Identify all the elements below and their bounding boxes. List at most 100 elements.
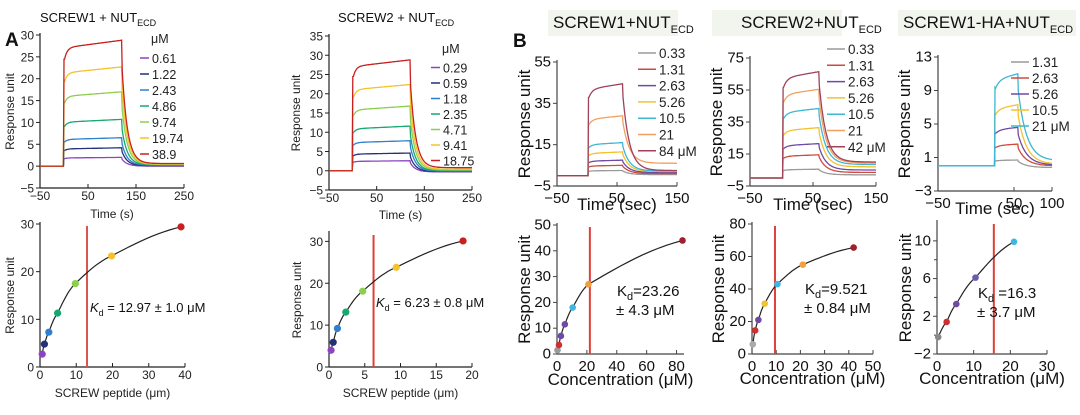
title-background <box>548 10 678 36</box>
y-axis-label: Response unit <box>515 69 534 178</box>
x-tick-label: 60 <box>638 358 655 375</box>
y-axis-label: Response unit <box>3 256 17 333</box>
legend-label: 10.5 <box>659 111 685 126</box>
legend-title: μM <box>151 32 169 46</box>
kd-uncertainty: ± 0.84 μM <box>804 300 871 317</box>
y-tick-label: 15 <box>310 107 324 121</box>
chart-title: SCREW2+NUTECD <box>741 13 882 36</box>
y-tick-label: 5 <box>27 138 34 152</box>
kd-subscript: d <box>988 293 994 305</box>
legend-label: 1.31 <box>1032 55 1058 70</box>
data-point <box>359 287 367 295</box>
x-tick-label: 20 <box>1002 358 1019 375</box>
y-tick-label: 25 <box>21 50 35 64</box>
x-tick-label: 50 <box>1006 195 1023 212</box>
chart-a-binding-2: 0 10 20 30 0 5 10 15 20 Response unit SCREW peptid… <box>290 231 484 400</box>
y-tick-label: 20 <box>534 294 551 311</box>
data-point <box>943 318 950 326</box>
y-tick-label: 5 <box>316 145 323 159</box>
kd-symbol: K <box>376 295 386 310</box>
legend-title: μM <box>442 42 460 56</box>
chart-b-sensorgram-2: −5 15 35 55 75 −50 50 150 Response unit Time (sec… <box>707 10 889 214</box>
data-point <box>392 263 400 271</box>
chart-b-binding-1: 0 10 20 30 40 50 0 20 40 60 80 Response unit Concent… <box>515 217 693 390</box>
y-tick-label: 10 <box>310 126 324 140</box>
legend-label: 1.18 <box>443 93 467 107</box>
legend-label: 2.63 <box>848 75 874 90</box>
data-point <box>751 327 759 334</box>
data-point <box>107 252 116 260</box>
y-tick-label: 6 <box>923 270 931 287</box>
x-tick-label: 20 <box>792 358 809 375</box>
y-tick-label: −5 <box>534 178 551 195</box>
y-tick-label: 15 <box>21 94 35 108</box>
y-tick-label: 40 <box>729 281 746 298</box>
x-axis-label: Concentration (μM) <box>919 369 1065 388</box>
y-tick-label: 35 <box>727 114 744 131</box>
legend-label: 21 <box>659 128 674 143</box>
x-tick-label: 250 <box>174 189 194 203</box>
data-point <box>774 280 781 288</box>
x-tick-label: 0 <box>37 368 44 382</box>
kd-symbol: K <box>617 283 627 300</box>
y-tick-label: 30 <box>21 218 35 232</box>
y-tick-label: 0 <box>27 361 34 375</box>
x-tick-label: 10 <box>768 358 785 375</box>
legend-label: 0.33 <box>659 46 685 61</box>
kd-value: = 12.97 ± 1.0 μM <box>104 300 206 315</box>
chart-title: SCREW1 + NUTECD <box>40 10 157 28</box>
kd-uncertainty: ± 4.3 μM <box>616 302 675 319</box>
kd-annotation: Kd = 12.97 ± 1.0 μM <box>90 300 205 318</box>
legend-label: 2.35 <box>443 108 467 122</box>
series-line <box>750 70 876 179</box>
y-tick-label: 5 <box>924 116 932 133</box>
x-tick-label: 50 <box>805 190 822 207</box>
series-line <box>40 39 184 167</box>
chart-title: SCREW1+NUTECD <box>553 13 694 36</box>
title-background <box>712 10 842 36</box>
chart-b-sensorgram-1: −5 15 35 55 −50 50 150 Response unit Time (sec) S… <box>515 10 697 214</box>
y-tick-label: 10 <box>21 116 35 130</box>
x-tick-label: 100 <box>1039 195 1064 212</box>
legend-label: 4.86 <box>152 100 176 114</box>
x-axis-label: Time (sec) <box>955 199 1035 218</box>
x-tick-label: 20 <box>106 368 120 382</box>
chart-title: SCREW2 + NUTECD <box>338 10 455 28</box>
y-tick-label: −3 <box>915 183 932 200</box>
x-tick-label: 40 <box>178 368 192 382</box>
legend-label: 42 μM <box>848 140 886 155</box>
x-tick-label: 50 <box>370 191 384 205</box>
legend-label: 0.29 <box>443 62 467 76</box>
kd-annotation: Kd=9.521 <box>805 281 867 301</box>
y-tick-label: 10 <box>534 320 551 337</box>
y-axis-label: Response unit <box>707 67 726 176</box>
y-tick-label: −2 <box>914 346 931 363</box>
x-tick-label: 5 <box>361 368 368 382</box>
y-tick-label: 20 <box>21 72 35 86</box>
y-tick-label: 0 <box>543 346 551 363</box>
data-point <box>54 309 62 317</box>
data-point <box>561 321 569 328</box>
legend-label: 0.59 <box>443 77 467 91</box>
kd-uncertainty: ± 3.7 μM <box>977 304 1036 321</box>
kd-value: =9.521 <box>821 281 867 298</box>
legend-label: 1.31 <box>848 58 874 73</box>
kd-subscript: d <box>815 289 821 301</box>
x-tick-label: 0 <box>553 358 561 375</box>
y-tick-label: 30 <box>310 235 324 249</box>
y-tick-label: 0 <box>316 361 323 375</box>
chart-b-binding-2: 0 20 40 60 80 0 10 20 30 40 50 Response unit Concent… <box>709 216 885 389</box>
panel-letter-b: B <box>513 31 527 52</box>
y-tick-label: 2 <box>923 308 931 325</box>
x-tick-label: 40 <box>608 358 625 375</box>
x-axis-label: Time (sec) <box>577 195 657 214</box>
legend-label: 84 μM <box>659 144 697 159</box>
x-tick-label: 30 <box>1039 358 1056 375</box>
legend-label: 2.43 <box>152 84 176 98</box>
kd-value: =23.26 <box>633 283 679 300</box>
chart-title-main: SCREW1-HA+NUT <box>903 13 1050 32</box>
chart-a-binding-1: 0 10 20 30 0 10 20 30 40 Response unit SCREW pepti… <box>3 218 205 401</box>
